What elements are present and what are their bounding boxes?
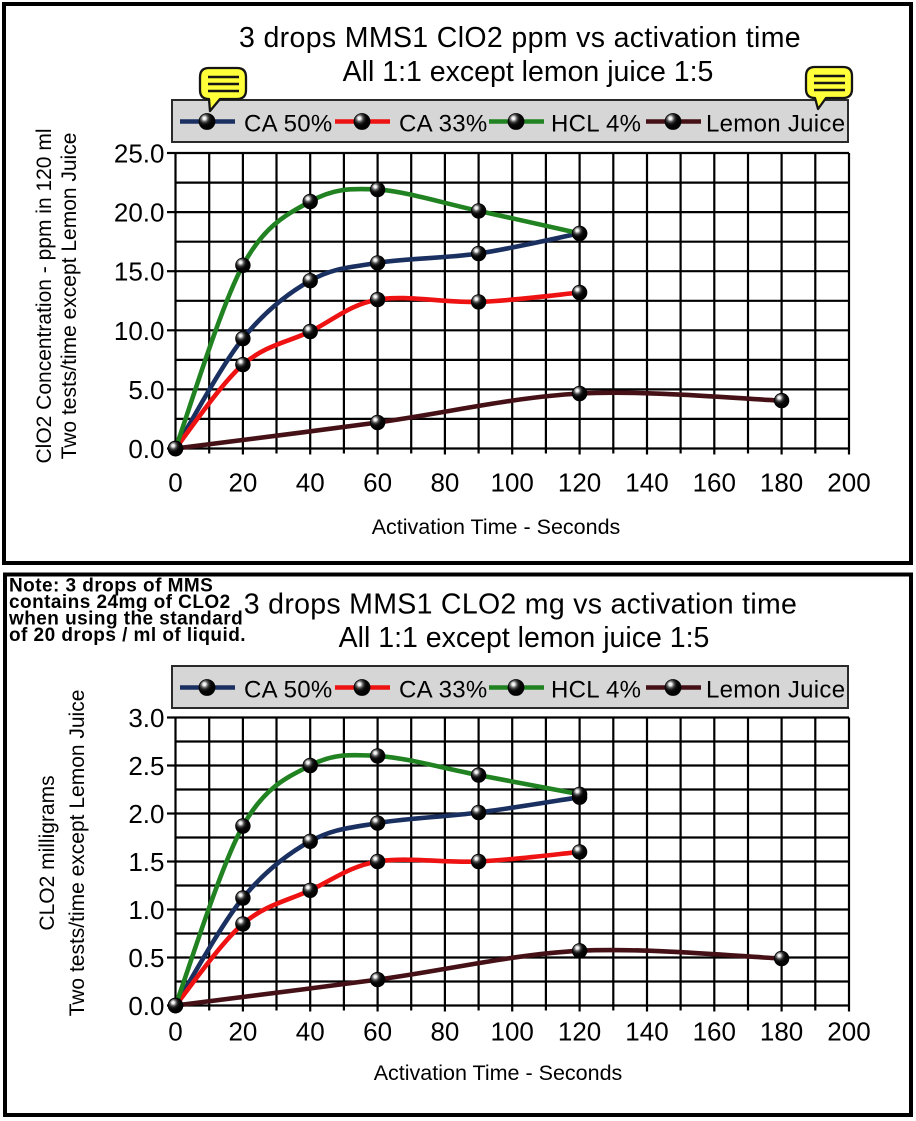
svg-text:Activation Time - Seconds: Activation Time - Seconds <box>372 515 621 539</box>
svg-text:0.5: 0.5 <box>128 943 164 973</box>
svg-text:10.0: 10.0 <box>114 316 165 346</box>
svg-text:CA 50%: CA 50% <box>244 677 333 704</box>
svg-text:40: 40 <box>296 468 325 498</box>
svg-text:HCL 4%: HCL 4% <box>551 677 641 704</box>
svg-text:80: 80 <box>430 468 459 498</box>
svg-text:20.0: 20.0 <box>114 198 165 228</box>
svg-text:when using the standard: when using the standard <box>8 609 243 630</box>
svg-text:1.5: 1.5 <box>128 847 164 877</box>
svg-text:Activation Time - Seconds: Activation Time - Seconds <box>374 1061 623 1085</box>
svg-text:Lemon Juice: Lemon Juice <box>706 111 845 138</box>
svg-text:of 20 drops / ml of liquid.: of 20 drops / ml of liquid. <box>9 625 246 646</box>
svg-text:180: 180 <box>760 1017 803 1047</box>
svg-text:140: 140 <box>625 468 668 498</box>
svg-text:HCL 4%: HCL 4% <box>551 111 641 138</box>
svg-text:CA 33%: CA 33% <box>399 111 488 138</box>
svg-text:120: 120 <box>558 468 601 498</box>
svg-text:60: 60 <box>363 468 392 498</box>
svg-text:80: 80 <box>430 1017 459 1047</box>
svg-text:140: 140 <box>625 1017 668 1047</box>
svg-text:ClO2 Concentration - ppm in 12: ClO2 Concentration - ppm in 120 ml <box>33 129 56 464</box>
svg-text:180: 180 <box>760 468 803 498</box>
svg-text:3 drops MMS1 CLO2 mg vs activa: 3 drops MMS1 CLO2 mg vs activation time <box>244 589 797 621</box>
svg-text:2.5: 2.5 <box>128 751 164 781</box>
svg-text:Two tests/time except Lemon Ju: Two tests/time except Lemon Juice <box>66 690 89 1017</box>
svg-text:100: 100 <box>491 468 534 498</box>
svg-text:15.0: 15.0 <box>114 257 165 287</box>
svg-text:5.0: 5.0 <box>128 375 164 405</box>
svg-text:All 1:1 except lemon juice 1:5: All 1:1 except lemon juice 1:5 <box>339 622 710 654</box>
svg-text:200: 200 <box>827 1017 870 1047</box>
svg-text:200: 200 <box>827 468 870 498</box>
svg-text:160: 160 <box>693 468 736 498</box>
svg-text:60: 60 <box>363 1017 392 1047</box>
svg-text:40: 40 <box>296 1017 325 1047</box>
svg-text:0.0: 0.0 <box>128 991 164 1021</box>
svg-text:CA 50%: CA 50% <box>244 111 333 138</box>
svg-text:All 1:1 except lemon juice 1:5: All 1:1 except lemon juice 1:5 <box>343 56 714 88</box>
svg-text:100: 100 <box>491 1017 534 1047</box>
svg-text:3.0: 3.0 <box>128 703 164 733</box>
svg-text:25.0: 25.0 <box>114 139 165 169</box>
svg-text:contains 24mg of CLO2: contains 24mg of CLO2 <box>9 592 231 613</box>
svg-text:2.0: 2.0 <box>128 799 164 829</box>
svg-text:Two tests/time except Lemon Ju: Two tests/time except Lemon Juice <box>58 133 81 460</box>
svg-text:0: 0 <box>168 1017 182 1047</box>
svg-text:0.0: 0.0 <box>128 434 164 464</box>
svg-text:160: 160 <box>693 1017 736 1047</box>
svg-text:20: 20 <box>228 1017 257 1047</box>
svg-text:CA 33%: CA 33% <box>399 677 488 704</box>
svg-text:3 drops MMS1 ClO2 ppm vs activ: 3 drops MMS1 ClO2 ppm vs activation time <box>239 22 801 54</box>
svg-text:1.0: 1.0 <box>128 895 164 925</box>
svg-text:Lemon Juice: Lemon Juice <box>706 677 845 704</box>
svg-text:120: 120 <box>558 1017 601 1047</box>
svg-text:Note: 3 drops of MMS: Note: 3 drops of MMS <box>9 576 213 597</box>
svg-text:20: 20 <box>228 468 257 498</box>
svg-text:CLO2 milligrams: CLO2 milligrams <box>36 775 59 930</box>
svg-text:0: 0 <box>168 468 182 498</box>
